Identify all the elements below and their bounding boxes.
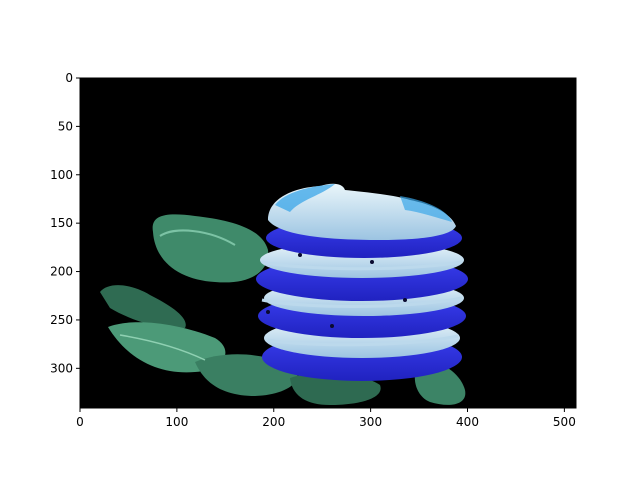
seed (266, 310, 270, 314)
x-tick-label: 0 (76, 415, 84, 429)
y-tick-label: 0 (65, 71, 73, 85)
leaf-left (100, 285, 186, 329)
y-tick-label: 50 (58, 119, 73, 133)
seed (330, 324, 334, 328)
mozzarella-edge-4 (267, 334, 459, 347)
mozzarella-top (268, 183, 456, 240)
y-tick-label: 250 (50, 313, 73, 327)
x-tick-label: 500 (553, 415, 576, 429)
mozzarella-edge-3 (261, 296, 463, 308)
seed (298, 253, 302, 257)
seed (370, 260, 374, 264)
y-axis: 0 50 100 150 200 250 300 (50, 71, 80, 375)
x-tick-label: 400 (456, 415, 479, 429)
y-tick-label: 100 (50, 168, 73, 182)
x-tick-label: 100 (165, 415, 188, 429)
mozzarella-edge-2 (261, 260, 463, 271)
photo-area (80, 78, 576, 408)
leaf-front-left (108, 322, 226, 373)
cyan-highlight-top (275, 184, 335, 212)
plot-frame (79, 77, 577, 409)
caprese-stack (256, 183, 468, 381)
leaf-vein (119, 334, 206, 361)
x-axis: 0 100 200 300 400 500 (76, 408, 576, 429)
y-tick-label: 150 (50, 216, 73, 230)
basil-leaves (100, 214, 466, 405)
cyan-highlight-right (400, 196, 452, 222)
leaf-highlight (159, 229, 236, 246)
y-tick-label: 300 (50, 361, 73, 375)
y-tick-label: 200 (50, 265, 73, 279)
seed (403, 298, 407, 302)
x-tick-label: 200 (262, 415, 285, 429)
x-tick-label: 300 (359, 415, 382, 429)
